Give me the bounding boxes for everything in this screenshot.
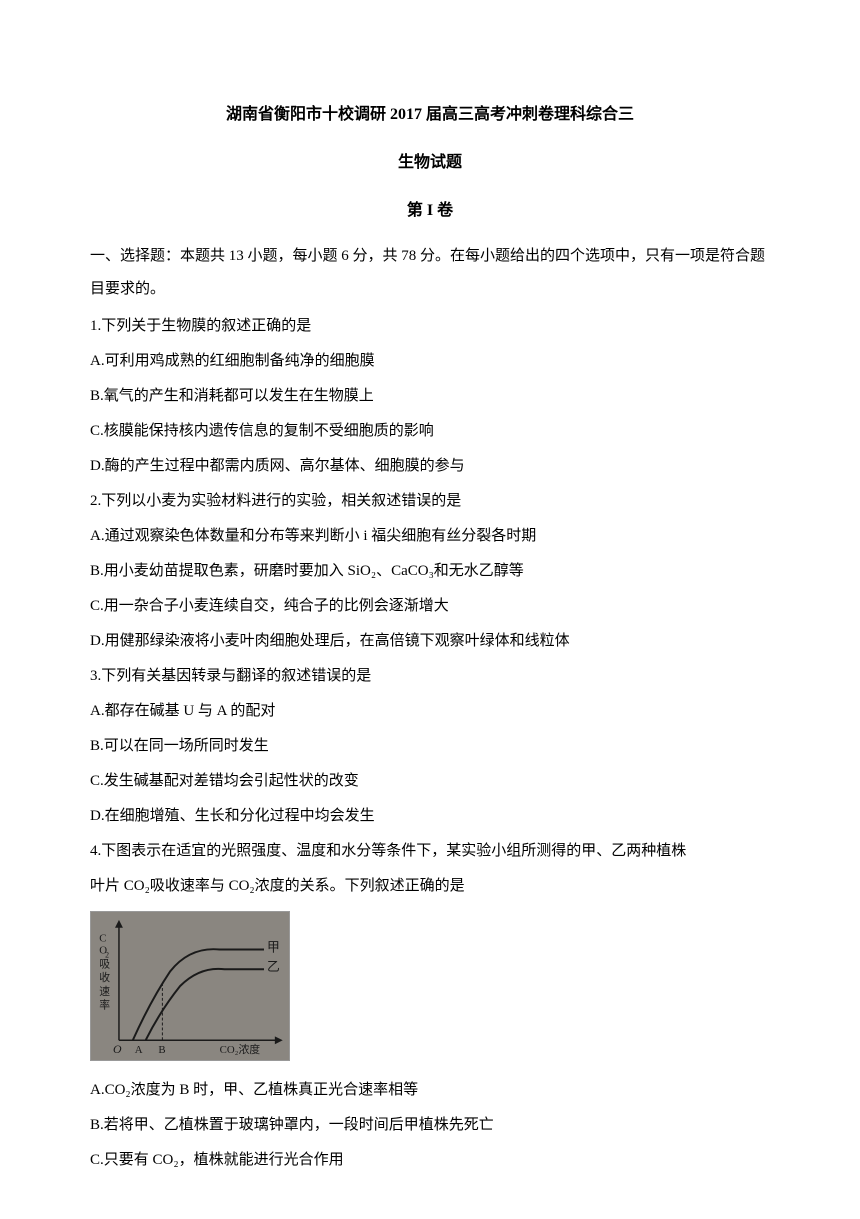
q2-option-b: B.用小麦幼苗提取色素，研磨时要加入 SiO₂、CaCO₃和无水乙醇等 <box>90 555 770 588</box>
q3-option-b: B.可以在同一场所同时发生 <box>90 730 770 763</box>
q4-option-b: B.若将甲、乙植株置于玻璃钟罩内，一段时间后甲植株先死亡 <box>90 1109 770 1142</box>
svg-text:吸: 吸 <box>99 958 110 970</box>
sub-title: 生物试题 <box>90 148 770 172</box>
chart-figure: 甲 乙 C O 2 吸 收 速 率 O A B CO₂浓度 <box>90 911 290 1066</box>
q1-option-a: A.可利用鸡成熟的红细胞制备纯净的细胞膜 <box>90 345 770 378</box>
svg-text:速: 速 <box>99 985 110 998</box>
q1-option-b: B.氧气的产生和消耗都可以发生在生物膜上 <box>90 380 770 413</box>
svg-text:A: A <box>135 1044 143 1056</box>
svg-text:率: 率 <box>99 998 110 1012</box>
main-title: 湖南省衡阳市十校调研 2017 届高三高考冲刺卷理科综合三 <box>90 100 770 124</box>
q1-option-d: D.酶的产生过程中都需内质网、高尔基体、细胞膜的参与 <box>90 450 770 483</box>
q3-stem: 3.下列有关基因转录与翻译的叙述错误的是 <box>90 660 770 693</box>
svg-text:O: O <box>113 1042 122 1056</box>
svg-text:收: 收 <box>99 970 110 984</box>
q4-option-a: A.CO₂浓度为 B 时，甲、乙植株真正光合速率相等 <box>90 1074 770 1107</box>
q3-option-c: C.发生碱基配对差错均会引起性状的改变 <box>90 765 770 798</box>
q3-option-d: D.在细胞增殖、生长和分化过程中均会发生 <box>90 800 770 833</box>
q1-stem: 1.下列关于生物膜的叙述正确的是 <box>90 310 770 343</box>
svg-text:C: C <box>99 933 106 945</box>
q3-option-a: A.都存在碱基 U 与 A 的配对 <box>90 695 770 728</box>
curve-label-jia: 甲 <box>267 940 280 954</box>
q4-option-c: C.只要有 CO₂，植株就能进行光合作用 <box>90 1144 770 1177</box>
curve-label-yi: 乙 <box>267 960 280 974</box>
svg-text:B: B <box>158 1044 165 1056</box>
q2-option-d: D.用健那绿染液将小麦叶肉细胞处理后，在高倍镜下观察叶绿体和线粒体 <box>90 625 770 658</box>
co2-absorption-chart: 甲 乙 C O 2 吸 收 速 率 O A B CO₂浓度 <box>90 911 290 1061</box>
instruction-text: 一、选择题：本题共 13 小题，每小题 6 分，共 78 分。在每小题给出的四个… <box>90 240 770 306</box>
q4-stem-line2: 叶片 CO₂吸收速率与 CO₂浓度的关系。下列叙述正确的是 <box>90 870 770 903</box>
q1-option-c: C.核膜能保持核内遗传信息的复制不受细胞质的影响 <box>90 415 770 448</box>
q2-stem: 2.下列以小麦为实验材料进行的实验，相关叙述错误的是 <box>90 485 770 518</box>
section-title: 第 I 卷 <box>90 196 770 220</box>
q2-option-c: C.用一杂合子小麦连续自交，纯合子的比例会逐渐增大 <box>90 590 770 623</box>
q2-option-a: A.通过观察染色体数量和分布等来判断小 i 福尖细胞有丝分裂各时期 <box>90 520 770 553</box>
svg-text:CO₂浓度: CO₂浓度 <box>220 1042 261 1056</box>
q4-stem-line1: 4.下图表示在适宜的光照强度、温度和水分等条件下，某实验小组所测得的甲、乙两种植… <box>90 835 770 868</box>
